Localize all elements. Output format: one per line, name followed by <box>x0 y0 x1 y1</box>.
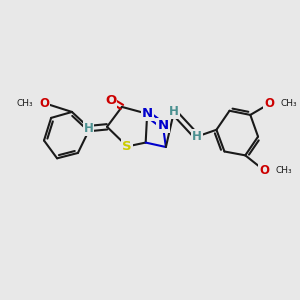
Text: O: O <box>105 94 116 106</box>
Text: O: O <box>264 98 274 110</box>
Text: O: O <box>259 164 269 177</box>
Text: N: N <box>158 119 169 132</box>
Text: CH₃: CH₃ <box>280 99 297 108</box>
Text: CH₃: CH₃ <box>275 166 292 175</box>
Text: O: O <box>39 97 49 110</box>
Text: H: H <box>84 122 94 135</box>
Text: N: N <box>142 107 153 120</box>
Text: H: H <box>192 130 202 143</box>
Text: S: S <box>122 140 132 153</box>
Text: CH₃: CH₃ <box>16 98 33 107</box>
Text: H: H <box>169 105 179 119</box>
